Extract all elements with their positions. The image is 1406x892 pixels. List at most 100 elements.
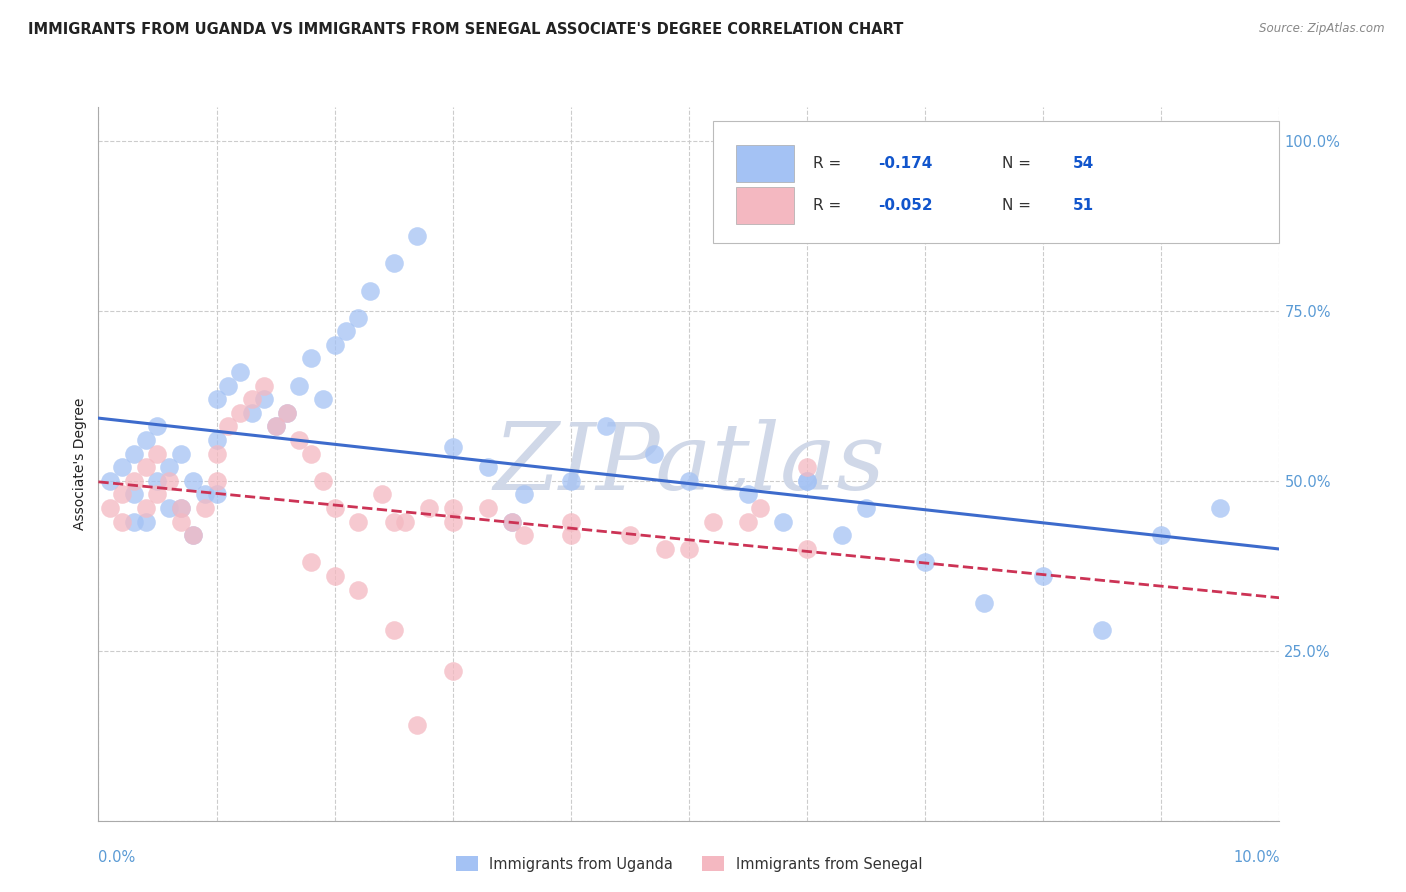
Point — [122, 487, 145, 501]
Point — [288, 433, 311, 447]
Text: Source: ZipAtlas.com: Source: ZipAtlas.com — [1260, 22, 1385, 36]
Text: 51: 51 — [1073, 198, 1094, 213]
Text: 0.0%: 0.0% — [98, 850, 135, 865]
Point — [217, 378, 239, 392]
Point — [205, 474, 228, 488]
Point — [205, 433, 228, 447]
Point — [382, 256, 405, 270]
Point — [702, 515, 724, 529]
Text: ZIPatlas: ZIPatlas — [494, 419, 884, 508]
Point — [229, 406, 252, 420]
Point — [323, 569, 346, 583]
Point — [737, 515, 759, 529]
Point — [194, 501, 217, 516]
Point — [560, 515, 582, 529]
Point — [973, 596, 995, 610]
Point — [122, 447, 145, 461]
Point — [560, 474, 582, 488]
Point — [394, 515, 416, 529]
Point — [170, 501, 193, 516]
Point — [181, 528, 204, 542]
Point — [157, 460, 180, 475]
Point — [441, 515, 464, 529]
Point — [135, 433, 157, 447]
FancyBboxPatch shape — [737, 187, 794, 224]
Point — [382, 624, 405, 638]
Point — [406, 718, 429, 732]
Point — [146, 487, 169, 501]
Text: -0.052: -0.052 — [877, 198, 932, 213]
Point — [796, 474, 818, 488]
Point — [441, 501, 464, 516]
Point — [312, 392, 335, 407]
Point — [276, 406, 298, 420]
Point — [441, 664, 464, 678]
Point — [441, 440, 464, 454]
Point — [299, 447, 322, 461]
Point — [418, 501, 440, 516]
Point — [796, 541, 818, 556]
Point — [299, 351, 322, 366]
Point — [501, 515, 523, 529]
Point — [217, 419, 239, 434]
Point — [98, 474, 121, 488]
Point — [205, 392, 228, 407]
Point — [146, 447, 169, 461]
Point — [157, 501, 180, 516]
Point — [796, 474, 818, 488]
Text: 10.0%: 10.0% — [1233, 850, 1279, 865]
Point — [135, 460, 157, 475]
Text: IMMIGRANTS FROM UGANDA VS IMMIGRANTS FROM SENEGAL ASSOCIATE'S DEGREE CORRELATION: IMMIGRANTS FROM UGANDA VS IMMIGRANTS FRO… — [28, 22, 904, 37]
Legend: Immigrants from Uganda, Immigrants from Senegal: Immigrants from Uganda, Immigrants from … — [450, 850, 928, 878]
Point — [560, 528, 582, 542]
Point — [737, 487, 759, 501]
Point — [477, 460, 499, 475]
Point — [264, 419, 287, 434]
Point — [111, 515, 134, 529]
Point — [371, 487, 394, 501]
Point — [643, 447, 665, 461]
Point — [347, 515, 370, 529]
Text: N =: N = — [1002, 198, 1036, 213]
Point — [914, 555, 936, 569]
FancyBboxPatch shape — [713, 121, 1279, 243]
Point — [1209, 501, 1232, 516]
Point — [678, 541, 700, 556]
Point — [382, 515, 405, 529]
Point — [477, 501, 499, 516]
Point — [512, 487, 534, 501]
Point — [98, 501, 121, 516]
Point — [796, 460, 818, 475]
Point — [276, 406, 298, 420]
Point — [240, 406, 263, 420]
Point — [135, 501, 157, 516]
Point — [312, 474, 335, 488]
Text: -0.174: -0.174 — [877, 156, 932, 171]
Point — [595, 419, 617, 434]
Point — [194, 487, 217, 501]
Point — [181, 528, 204, 542]
Point — [111, 460, 134, 475]
Point — [323, 338, 346, 352]
Point — [831, 528, 853, 542]
Point — [1091, 624, 1114, 638]
FancyBboxPatch shape — [737, 145, 794, 182]
Point — [229, 365, 252, 379]
Point — [146, 474, 169, 488]
Y-axis label: Associate's Degree: Associate's Degree — [73, 398, 87, 530]
Text: R =: R = — [813, 156, 846, 171]
Point — [288, 378, 311, 392]
Point — [181, 474, 204, 488]
Point — [654, 541, 676, 556]
Point — [1150, 528, 1173, 542]
Point — [619, 528, 641, 542]
Point — [122, 474, 145, 488]
Point — [323, 501, 346, 516]
Point — [335, 324, 357, 338]
Point — [135, 515, 157, 529]
Point — [170, 501, 193, 516]
Point — [299, 555, 322, 569]
Point — [772, 515, 794, 529]
Point — [264, 419, 287, 434]
Point — [111, 487, 134, 501]
